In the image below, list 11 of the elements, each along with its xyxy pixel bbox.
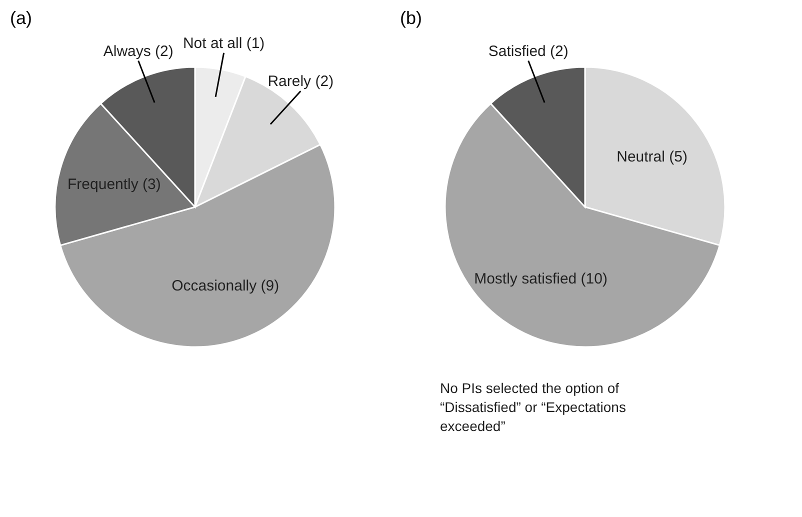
slice-label: Rarely (2) [268,73,334,90]
slice-label: Neutral (5) [616,148,688,166]
chart-title: (b) [400,8,422,28]
slice-label: Satisfied (2) [488,42,568,60]
slice-label: Frequently (3) [68,176,161,194]
slice-label: Not at all (1) [182,34,265,52]
chart-title: (a) [10,8,32,28]
slice-label: Always (2) [103,42,174,60]
slice-label: Occasionally (9) [172,277,280,294]
slice-label: Mostly satisfied (10) [474,270,608,288]
text: No PIs selected the option of “Dissatisfied” or “Expectations exceeded” [440,380,626,434]
